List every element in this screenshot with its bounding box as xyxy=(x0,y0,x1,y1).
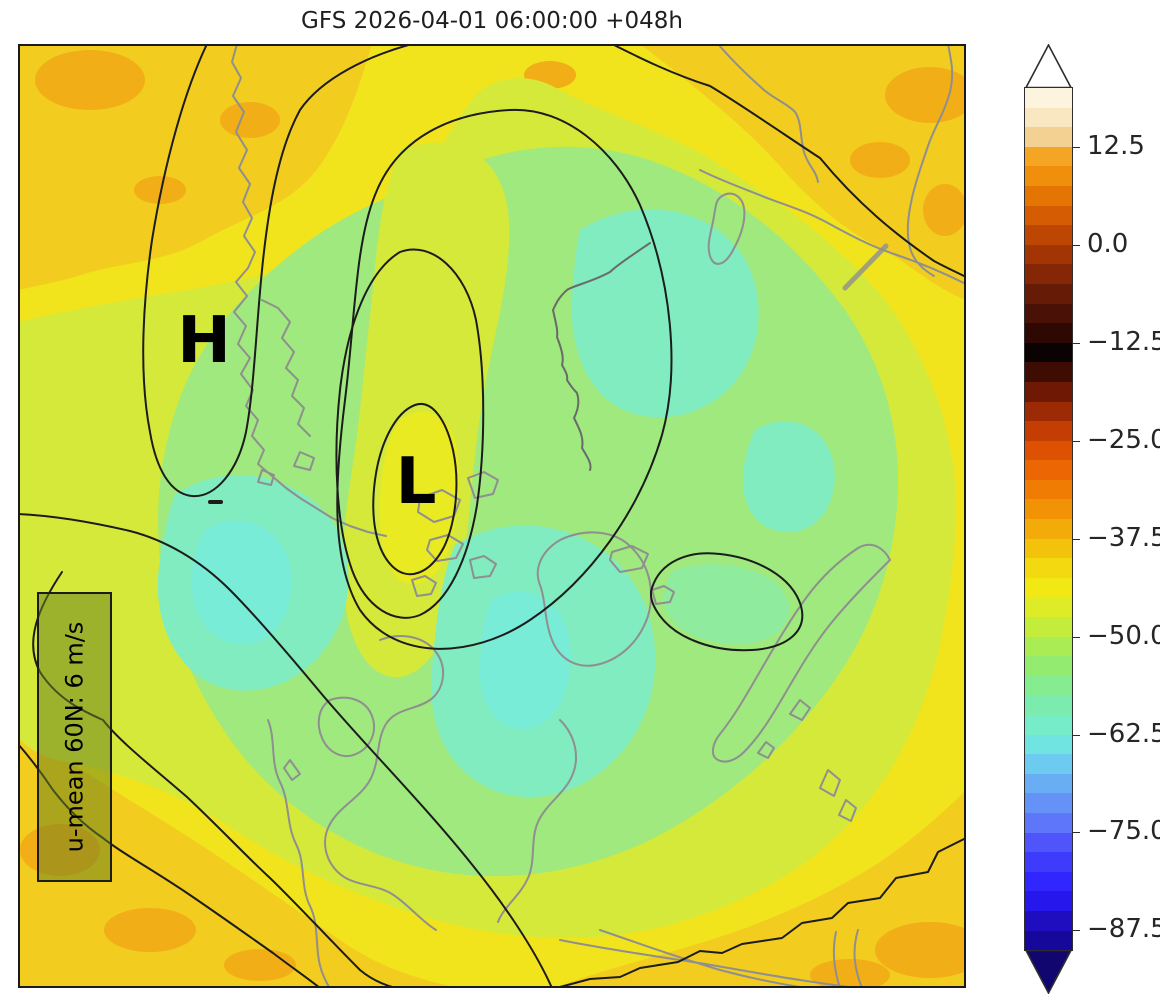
colorbar-band xyxy=(1025,460,1072,480)
map-frame xyxy=(18,44,966,988)
colorbar-tick-mark xyxy=(1072,538,1080,540)
colorbar-tick-mark xyxy=(1072,342,1080,344)
colorbar-band xyxy=(1025,205,1072,226)
contour-vortex-outer xyxy=(336,108,673,650)
colorbar-band xyxy=(1025,401,1072,422)
umean-annotation-text: u-mean 60N: 6 m/s xyxy=(60,621,89,853)
colorbar-tick-label: −37.5 xyxy=(1087,522,1160,553)
high-marker: H xyxy=(177,304,231,378)
colorbar-band xyxy=(1025,88,1072,108)
colorbar-band xyxy=(1025,440,1072,461)
colorbar-band xyxy=(1025,675,1072,696)
colorbar-band xyxy=(1025,773,1072,794)
colorbar-tick-mark xyxy=(1072,734,1080,736)
contour-low-outer xyxy=(335,248,485,619)
colorbar-band xyxy=(1025,812,1072,833)
colorbar xyxy=(1024,87,1073,951)
umean-annotation-box: u-mean 60N: 6 m/s xyxy=(37,592,112,882)
colorbar-band xyxy=(1025,499,1072,520)
plot-title: GFS 2026-04-01 06:00:00 +048h xyxy=(301,8,683,34)
colorbar-tick-mark xyxy=(1072,244,1080,246)
low-marker: L xyxy=(396,445,437,519)
colorbar-band xyxy=(1025,362,1072,382)
colorbar-band xyxy=(1025,734,1072,755)
colorbar-band xyxy=(1025,636,1072,657)
colorbar-tick-mark xyxy=(1072,440,1080,442)
colorbar-band xyxy=(1025,910,1072,931)
colorbar-over-arrow xyxy=(1025,44,1072,88)
colorbar-band xyxy=(1025,283,1072,304)
height-contours xyxy=(18,44,966,988)
contour-northeast xyxy=(611,44,966,278)
colorbar-band xyxy=(1025,852,1072,872)
colorbar-band xyxy=(1025,538,1072,559)
colorbar-band xyxy=(1025,421,1072,441)
colorbar-tick-label: −62.5 xyxy=(1087,718,1160,749)
colorbar-band xyxy=(1025,323,1072,343)
contour-southwest-1 xyxy=(18,513,553,988)
colorbar-tick-label: 12.5 xyxy=(1087,130,1145,161)
colorbar-band xyxy=(1025,617,1072,637)
weather-map: H L xyxy=(18,44,966,988)
colorbar-tick-label: −87.5 xyxy=(1087,914,1160,945)
colorbar-band xyxy=(1025,519,1072,539)
colorbar-band xyxy=(1025,695,1072,715)
colorbar-band xyxy=(1025,793,1072,813)
colorbar-band xyxy=(1025,597,1072,618)
colorbar-band xyxy=(1025,225,1072,245)
contour-southeast xyxy=(559,837,966,988)
colorbar-band xyxy=(1025,715,1072,735)
colorbar-band xyxy=(1025,891,1072,911)
colorbar-band xyxy=(1025,107,1072,128)
colorbar-tick-label: 0.0 xyxy=(1087,228,1129,259)
colorbar-band xyxy=(1025,656,1072,676)
colorbar-band xyxy=(1025,166,1072,186)
colorbar-band xyxy=(1025,871,1072,892)
colorbar-tick-mark xyxy=(1072,930,1080,932)
colorbar-under-arrow xyxy=(1025,950,1072,994)
colorbar-band xyxy=(1025,381,1072,402)
colorbar-band xyxy=(1025,303,1072,324)
coastlines xyxy=(231,44,966,988)
colorbar-band xyxy=(1025,558,1072,578)
colorbar-band xyxy=(1025,127,1072,147)
contour-low-inner xyxy=(372,402,458,576)
colorbar-band xyxy=(1025,754,1072,774)
colorbar-tick-label: −75.0 xyxy=(1087,816,1160,847)
colorbar-band xyxy=(1025,479,1072,500)
colorbar-tick-mark xyxy=(1072,636,1080,638)
colorbar-band xyxy=(1025,342,1072,363)
colorbar-band xyxy=(1025,244,1072,265)
contour-high-ridge xyxy=(142,44,413,498)
contour-secondary-low xyxy=(649,552,804,652)
temperature-field xyxy=(18,44,966,988)
colorbar-tick-label: −25.0 xyxy=(1087,424,1160,455)
colorbar-band xyxy=(1025,577,1072,598)
colorbar-band xyxy=(1025,832,1072,853)
colorbar-band xyxy=(1025,146,1072,167)
colorbar-tick-label: −12.5 xyxy=(1087,326,1160,357)
colorbar-tick-mark xyxy=(1072,832,1080,834)
colorbar-band xyxy=(1025,185,1072,206)
colorbar-tick-mark xyxy=(1072,146,1080,148)
colorbar-band xyxy=(1025,930,1072,951)
colorbar-tick-label: −50.0 xyxy=(1087,620,1160,651)
colorbar-band xyxy=(1025,264,1072,284)
